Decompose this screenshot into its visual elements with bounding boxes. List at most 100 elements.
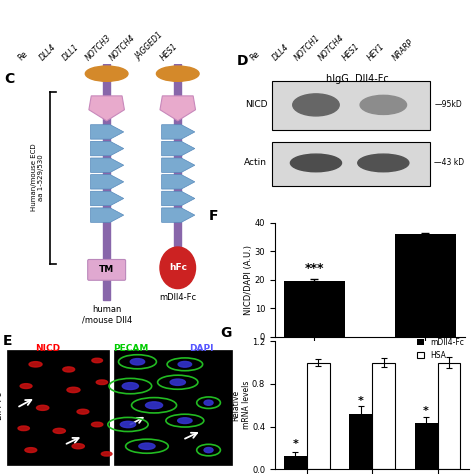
Polygon shape: [91, 208, 124, 222]
Ellipse shape: [29, 362, 42, 367]
Text: JAGGED1: JAGGED1: [134, 31, 164, 62]
Text: NOTCH4: NOTCH4: [108, 33, 137, 62]
Bar: [349, 414, 372, 469]
Text: Re: Re: [16, 49, 29, 62]
Ellipse shape: [77, 409, 89, 414]
Bar: [272, 142, 430, 186]
Ellipse shape: [72, 444, 84, 449]
Text: ***: ***: [304, 263, 324, 275]
Bar: [395, 234, 456, 337]
Ellipse shape: [293, 94, 339, 116]
Ellipse shape: [130, 359, 145, 365]
Ellipse shape: [178, 418, 192, 423]
Y-axis label: NICD/DAPI (A.U.): NICD/DAPI (A.U.): [244, 245, 253, 315]
Y-axis label: Relative
mRNA levels: Relative mRNA levels: [231, 381, 251, 429]
Ellipse shape: [120, 421, 136, 428]
Polygon shape: [89, 96, 124, 121]
Polygon shape: [91, 191, 124, 206]
Polygon shape: [160, 96, 196, 121]
Text: HES1: HES1: [340, 41, 361, 62]
Polygon shape: [162, 191, 195, 206]
Text: *: *: [358, 396, 364, 406]
Bar: [283, 281, 345, 337]
Text: C: C: [5, 73, 15, 86]
Polygon shape: [162, 174, 195, 189]
Text: —43 kD: —43 kD: [434, 158, 465, 167]
Ellipse shape: [91, 422, 103, 427]
Text: PECAM: PECAM: [113, 344, 148, 353]
Ellipse shape: [63, 367, 75, 372]
Polygon shape: [162, 158, 195, 173]
Polygon shape: [162, 125, 195, 139]
Ellipse shape: [170, 379, 185, 385]
Text: NICD: NICD: [245, 100, 267, 109]
Polygon shape: [91, 174, 124, 189]
Text: DLL1: DLL1: [60, 42, 81, 62]
Text: Dll4-Fc: Dll4-Fc: [0, 391, 3, 420]
Bar: [272, 82, 430, 130]
Bar: [174, 64, 181, 286]
Text: —95kD: —95kD: [434, 100, 462, 109]
FancyBboxPatch shape: [88, 259, 126, 280]
Text: Actin: Actin: [244, 158, 267, 167]
Ellipse shape: [53, 428, 65, 433]
Ellipse shape: [156, 66, 199, 82]
Ellipse shape: [358, 154, 409, 172]
Text: F: F: [209, 209, 218, 223]
Text: *: *: [423, 406, 429, 416]
Bar: [415, 423, 438, 469]
Text: NOTCH4: NOTCH4: [317, 33, 346, 62]
Polygon shape: [91, 125, 124, 139]
Ellipse shape: [146, 402, 163, 409]
Ellipse shape: [360, 95, 407, 114]
Text: *: *: [292, 439, 298, 449]
Polygon shape: [162, 208, 195, 222]
Bar: [114, 350, 232, 465]
Bar: [307, 363, 329, 469]
Text: Re: Re: [248, 49, 261, 62]
Text: HEY1: HEY1: [366, 41, 386, 62]
Text: Human/mouse ECD
aa 1-529/530: Human/mouse ECD aa 1-529/530: [31, 144, 45, 211]
Ellipse shape: [204, 447, 213, 453]
Ellipse shape: [85, 66, 128, 82]
Text: hFc: hFc: [169, 263, 187, 272]
Text: NICD: NICD: [35, 344, 60, 353]
Polygon shape: [91, 158, 124, 173]
Text: human
/mouse Dll4: human /mouse Dll4: [82, 305, 132, 325]
Ellipse shape: [18, 426, 29, 430]
Polygon shape: [91, 141, 124, 156]
Text: DLL4: DLL4: [38, 42, 58, 62]
Ellipse shape: [96, 380, 108, 384]
Bar: [103, 64, 110, 300]
Ellipse shape: [36, 405, 49, 410]
Text: DLL4: DLL4: [270, 42, 291, 62]
Text: mDll4-Fc: mDll4-Fc: [159, 293, 196, 302]
Bar: [284, 456, 307, 469]
Text: D: D: [237, 54, 248, 68]
Text: G: G: [220, 326, 232, 340]
Bar: [438, 363, 460, 469]
Text: TM: TM: [99, 265, 114, 274]
Ellipse shape: [20, 383, 32, 389]
Bar: [7, 350, 109, 465]
Ellipse shape: [291, 154, 341, 172]
Text: E: E: [2, 334, 12, 347]
Text: NRARP: NRARP: [392, 37, 416, 62]
Circle shape: [160, 247, 196, 289]
Ellipse shape: [178, 362, 191, 367]
Ellipse shape: [101, 452, 112, 456]
Polygon shape: [162, 141, 195, 156]
Ellipse shape: [204, 400, 213, 405]
Ellipse shape: [25, 447, 37, 453]
Ellipse shape: [139, 443, 155, 449]
Bar: [372, 363, 395, 469]
Legend: mDll4-Fc, HSA: mDll4-Fc, HSA: [414, 335, 467, 363]
Text: hIgG  Dll4-Fc: hIgG Dll4-Fc: [327, 74, 389, 84]
Ellipse shape: [122, 383, 138, 390]
Text: HES1: HES1: [159, 41, 180, 62]
Text: NOTCH3: NOTCH3: [84, 33, 114, 62]
Text: DAPI: DAPI: [189, 344, 214, 353]
Text: NOTCH1: NOTCH1: [292, 33, 322, 62]
Ellipse shape: [67, 387, 80, 392]
Ellipse shape: [92, 358, 102, 363]
